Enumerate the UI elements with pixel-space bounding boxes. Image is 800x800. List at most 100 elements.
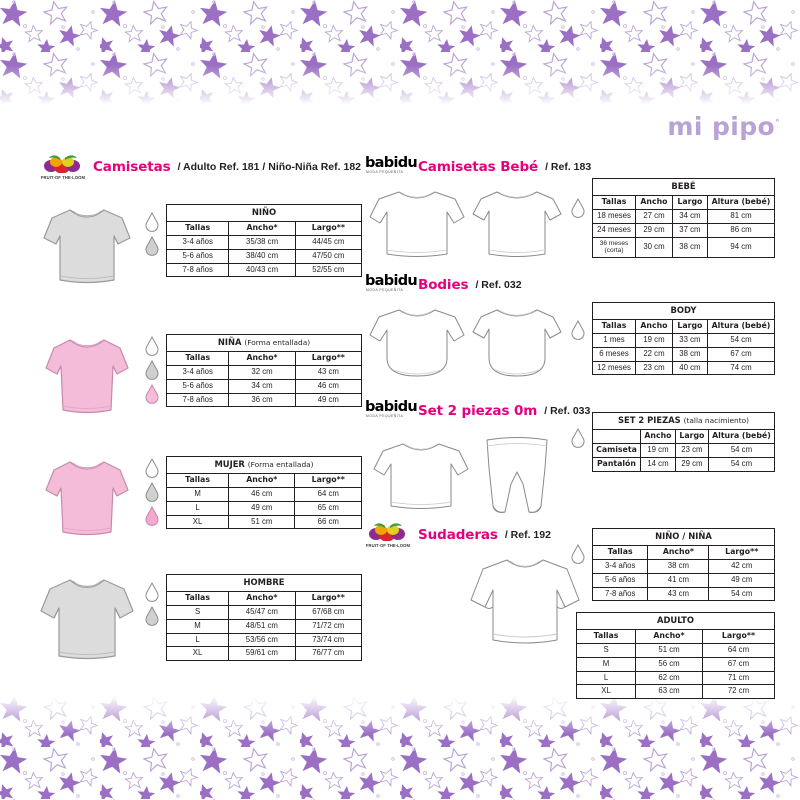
table-row: 12 meses 23 cm 40 cm 74 cm [591,360,776,376]
table-header-row: Tallas Ancho* Largo** [591,544,775,560]
drop-icons-mujer [144,458,160,526]
section-title-set2: Set 2 piezas 0m [418,403,538,419]
table-header-row: Tallas Ancho Largo Altura (bebé) [591,318,776,334]
table-header-row: Tallas Ancho* Largo** [575,628,776,644]
block-bebe: BEBÉ Tallas Ancho Largo Altura (bebé) 18… [570,178,776,258]
table-row: Camiseta 19 cm 23 cm 54 cm [592,442,776,458]
water-drop-pink-icon [145,506,159,526]
table-nino: NIÑO Tallas Ancho* Largo** 3-4 años 35/38… [165,204,363,278]
brand-logo: mi pipo° [0,112,780,141]
tshirt-grey-kid-illustration [32,198,142,295]
fruit-of-the-loom-caption: FRUIT∙OF THE∙LOOM [40,175,86,180]
table-row: 3-4 años 38 cm 42 cm [591,558,775,574]
table-row: 5-6 años 41 cm 49 cm [591,572,775,588]
water-drop-filled-icon [145,360,159,380]
section-title-camisetas-bebe: Camisetas Bebé [418,159,539,175]
water-drop-outline-icon [571,320,585,340]
babidu-wordmark: babidu [365,273,418,289]
illustrations-bodies [365,300,565,391]
table-row: 1 mes 19 cm 33 cm 54 cm [591,332,776,348]
water-drop-filled-icon [145,606,159,626]
table-header-row: Ancho Largo Altura (bebé) [592,428,776,444]
size-chart-sheet: FRUIT∙OF THE∙LOOM Camisetas / Adulto Ref… [0,150,800,730]
water-drop-outline-icon [571,428,585,448]
water-drop-outline-icon [145,458,159,478]
illustrations-sudaderas [465,548,585,663]
table-row: M 46 cm 64 cm [165,486,362,502]
section-header-camisetas-bebe: babidu MODA PEQUEÑITA Camisetas Bebé / R… [365,154,591,180]
babidu-logo-icon: babidu MODA PEQUEÑITA [365,399,418,423]
block-mujer: MUJER (Forma entallada) Tallas Ancho* La… [32,450,362,547]
table-row: M 48/51 cm 71/72 cm [165,618,362,634]
water-drop-filled-icon [145,482,159,502]
fruit-of-the-loom-logo-icon: FRUIT∙OF THE∙LOOM [365,522,411,548]
table-set2: SET 2 PIEZAS (talla nacimiento) Ancho La… [592,412,776,472]
babidu-wordmark: babidu [365,155,418,171]
table-row: L 62 cm 71 cm [575,670,776,686]
water-drop-outline-icon [571,198,585,218]
drop-icons-bebe [570,198,586,218]
fruit-of-the-loom-logo-icon: FRUIT∙OF THE∙LOOM [40,154,86,180]
water-drop-pink-icon [145,384,159,404]
babidu-wordmark: babidu [365,399,418,415]
table-caption: NIÑO / NIÑA [592,528,775,546]
table-mujer: MUJER (Forma entallada) Tallas Ancho* La… [165,456,362,530]
table-row: S 45/47 cm 67/68 cm [165,604,362,620]
table-nina: NIÑA (Forma entallada) Tallas Ancho* Lar… [165,334,363,408]
table-caption: NIÑA (Forma entallada) [166,334,362,352]
table-row: 18 meses 27 cm 34 cm 81 cm [591,208,776,224]
water-drop-outline-icon [145,336,159,356]
table-header-row: Tallas Ancho* Largo** [165,590,362,606]
table-caption: SET 2 PIEZAS (talla nacimiento) [592,412,775,430]
babidu-logo-icon: babidu MODA PEQUEÑITA [365,273,418,297]
table-row: 7-8 años 40/43 cm 52/55 cm [165,262,363,278]
section-title-camisetas: Camisetas [93,159,171,175]
section-ref-bodies: / Ref. 032 [475,279,522,291]
table-row: 6 meses 22 cm 38 cm 67 cm [591,346,776,362]
drop-icons-set2 [570,428,586,448]
section-ref-set2: / Ref. 033 [544,405,591,417]
table-caption: NIÑO [166,204,362,222]
babidu-tagline: MODA PEQUEÑITA [366,170,404,174]
babidu-tagline: MODA PEQUEÑITA [366,414,404,418]
drop-icons-nino [144,212,160,256]
sweatshirt-illustration [470,559,580,644]
table-row: 5-6 años 34 cm 46 cm [165,378,363,394]
table-header-row: Tallas Ancho* Largo** [165,220,363,236]
table-row: S 51 cm 64 cm [575,642,776,658]
table-row: XL 59/61 cm 76/77 cm [165,646,362,662]
table-row: 36 meses (corta) 30 cm 38 cm 94 cm [591,236,776,258]
table-row: M 56 cm 67 cm [575,656,776,672]
table-row: 3-4 años 32 cm 43 cm [165,364,363,380]
water-drop-filled-icon [145,236,159,256]
babidu-logo-icon: babidu MODA PEQUEÑITA [365,155,418,179]
drop-icons-nino-nina [570,544,586,564]
water-drop-outline-icon [145,212,159,232]
block-body: BODY Tallas Ancho Largo Altura (bebé) 1 … [570,302,776,376]
table-nino-nina: NIÑO / NIÑA Tallas Ancho* Largo** 3-4 añ… [591,528,775,602]
block-nino: NIÑO Tallas Ancho* Largo** 3-4 años 35/38… [32,198,363,295]
water-drop-outline-icon [145,582,159,602]
section-header-camisetas: FRUIT∙OF THE∙LOOM Camisetas / Adulto Ref… [40,154,361,180]
tshirt-pink-woman-illustration [32,450,142,547]
baby-bodysuit-illustration [369,309,562,377]
table-header-row: Tallas Ancho* Largo** [165,350,363,366]
table-bebe: BEBÉ Tallas Ancho Largo Altura (bebé) 18… [591,178,776,258]
tshirt-pink-girl-illustration [32,328,142,425]
table-caption: BODY [592,302,775,320]
drop-icons-body [570,320,586,340]
star-border-top [0,0,800,105]
table-row: Pantalón 14 cm 29 cm 54 cm [592,456,776,472]
table-row: L 49 cm 65 cm [165,500,362,516]
block-nina: NIÑA (Forma entallada) Tallas Ancho* Lar… [32,328,363,425]
drop-icons-nina [144,336,160,404]
babidu-tagline: MODA PEQUEÑITA [366,288,404,292]
brand-trademark: ° [775,118,780,129]
fruit-of-the-loom-caption: FRUIT∙OF THE∙LOOM [365,543,411,548]
block-nino-nina: NIÑO / NIÑA Tallas Ancho* Largo** 3-4 añ… [570,528,775,602]
table-row: 5-6 años 38/40 cm 47/50 cm [165,248,363,264]
table-row: XL 51 cm 66 cm [165,514,362,530]
illustrations-camisetas-bebe [365,180,565,273]
table-header-row: Tallas Ancho* Largo** [165,472,362,488]
table-row: XL 63 cm 72 cm [575,684,776,700]
